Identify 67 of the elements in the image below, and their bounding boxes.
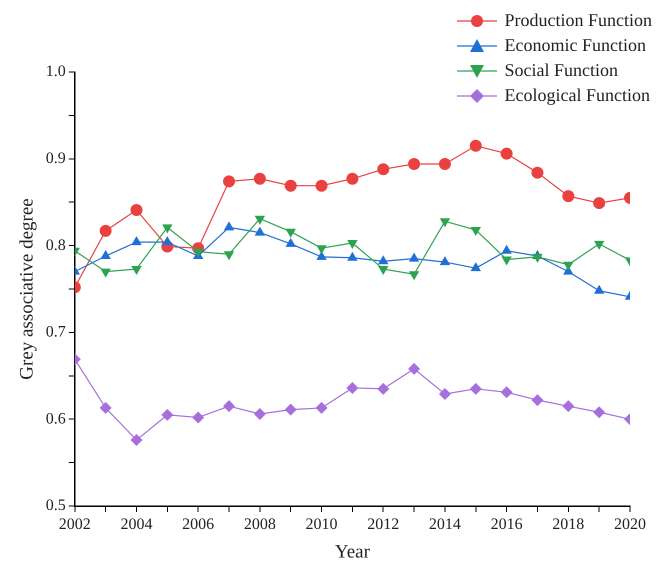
point [501,244,512,254]
x-tick-label: 2010 [306,516,338,533]
x-tick-label: 2002 [58,516,91,533]
point [130,204,142,216]
y-tick-label: 0.8 [46,236,66,254]
point [100,224,112,237]
point [223,175,236,188]
y-tick-label: 0.7 [46,324,66,341]
x-tick-label: 2018 [552,516,584,533]
point [100,250,111,260]
point [531,394,544,406]
x-tick-label: 2016 [490,516,523,533]
point [377,382,390,395]
y-tick-label: 0.5 [46,497,66,514]
y-tick-label: 1.0 [46,63,66,80]
y-axis-title: Grey associative degree [16,198,38,380]
point [408,362,420,375]
x-tick-label: 2008 [244,516,276,533]
point [594,284,604,294]
point [100,402,112,414]
point [562,190,574,202]
x-axis-title: Year [334,542,371,563]
legend-label: Production Function [504,9,652,32]
point [378,255,388,264]
point [346,172,358,185]
x-tick-label: 2012 [367,516,400,533]
point [408,158,420,170]
x-tick-label: 2020 [614,516,646,533]
point [286,238,296,247]
legend-label: Social Function [504,59,618,82]
point [284,404,297,416]
point [316,180,328,192]
point [438,158,451,170]
point [470,262,481,272]
point [377,163,390,176]
point [192,411,204,424]
point [500,148,513,160]
x-tick-label: 2014 [428,516,461,533]
x-tick-label: 2004 [120,516,152,533]
point [562,400,574,412]
point [500,386,513,398]
point [346,382,358,394]
point [316,402,328,414]
point [284,180,297,192]
legend-label: Ecological Function [504,84,650,107]
point [438,388,451,400]
point [593,197,606,210]
point [347,252,358,261]
x-tick-label: 2006 [182,516,214,533]
point [531,166,544,179]
point [131,236,142,246]
point [223,400,236,412]
point [254,226,266,236]
point [254,172,266,185]
point [162,236,173,246]
y-tick-label: 0.9 [46,150,66,168]
point [130,434,142,446]
y-tick-label: 0.6 [46,410,66,428]
point [408,252,420,262]
point [161,408,174,421]
point [470,140,482,152]
point [224,221,234,230]
point [440,256,450,266]
point [593,406,606,418]
point [470,382,482,395]
point [254,408,266,420]
legend-label: Economic Function [504,34,646,57]
